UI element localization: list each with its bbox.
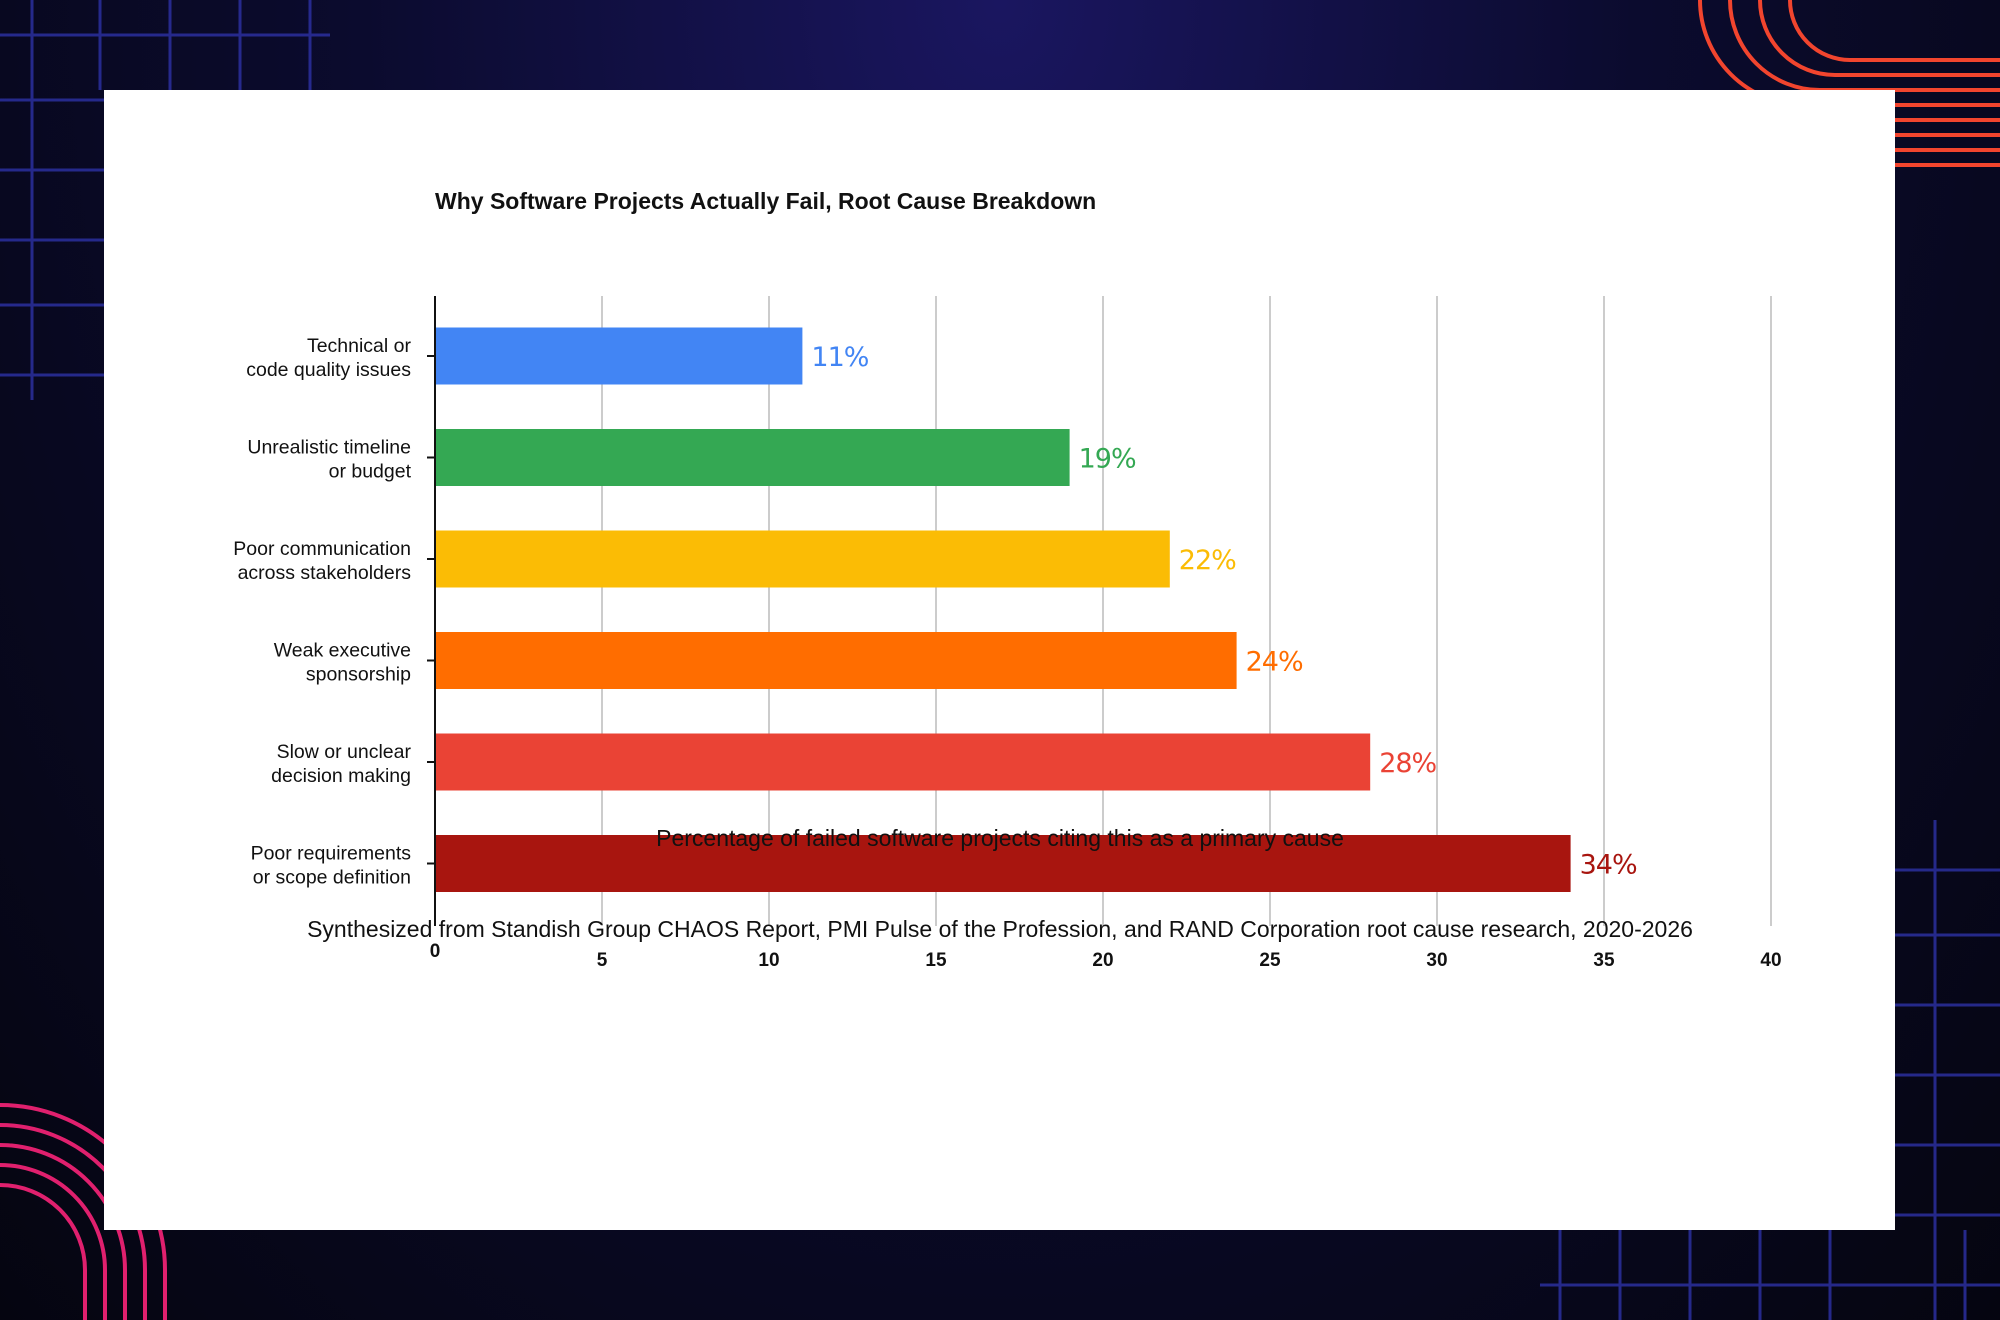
grid-pattern-bottom-right xyxy=(1540,820,2000,1320)
bar-value-label: 19% xyxy=(1079,444,1136,475)
category-label-line: Unrealistic timeline xyxy=(247,437,411,459)
bar xyxy=(435,835,1571,892)
grid-pattern-top-left xyxy=(0,0,330,400)
source-note: Synthesized from Standish Group CHAOS Re… xyxy=(307,916,1693,942)
category-label-line: code quality issues xyxy=(246,359,411,381)
bar-value-label: 28% xyxy=(1379,748,1436,779)
bar-value-label: 34% xyxy=(1580,850,1637,881)
x-tick-label: 15 xyxy=(925,950,947,971)
category-labels: Technical or code quality issues Unrealist… xyxy=(233,335,411,889)
chart-title: Why Software Projects Actually Fail, Roo… xyxy=(435,188,1096,214)
grid-lines xyxy=(601,296,1772,926)
bar-value-label: 24% xyxy=(1246,647,1303,678)
axes: 0 5 10 15 20 25 30 35 40 xyxy=(427,296,1782,971)
category-label: Weak executive sponsorship xyxy=(274,640,411,686)
x-tick-label: 20 xyxy=(1092,950,1113,971)
category-label-line: Poor requirements xyxy=(251,843,412,865)
category-label-line: or budget xyxy=(329,461,412,483)
x-tick-label: 35 xyxy=(1593,950,1615,971)
bar xyxy=(435,429,1070,486)
x-tick-label: 10 xyxy=(758,950,779,971)
category-label-line: Poor communication xyxy=(233,538,411,560)
bar xyxy=(435,530,1170,588)
category-label-line: Technical or xyxy=(307,335,412,357)
x-tick-label: 5 xyxy=(597,950,608,971)
bars: 11% 19% 22% 24% 28% 34% xyxy=(435,327,1638,892)
bar xyxy=(435,327,803,385)
category-label: Technical or code quality issues xyxy=(246,335,411,381)
category-label-line: or scope definition xyxy=(253,867,411,889)
category-label-line: across stakeholders xyxy=(238,562,412,584)
bar-value-label: 11% xyxy=(811,342,868,373)
category-label-line: sponsorship xyxy=(306,664,411,686)
x-tick-label: 30 xyxy=(1426,950,1447,971)
category-label: Slow or unclear decision making xyxy=(271,741,411,787)
bar-chart: Why Software Projects Actually Fail, Roo… xyxy=(233,188,1782,971)
x-axis-label: Percentage of failed software projects c… xyxy=(656,825,1344,851)
x-tick-label: 25 xyxy=(1259,950,1281,971)
bar xyxy=(435,733,1371,791)
chart-card: Why Software Projects Actually Fail, Roo… xyxy=(104,90,1895,1230)
category-label-line: Slow or unclear xyxy=(277,741,412,763)
category-label: Unrealistic timeline or budget xyxy=(247,437,411,483)
x-tick-label: 40 xyxy=(1760,950,1781,971)
x-tick-label: 0 xyxy=(430,941,441,962)
category-label: Poor requirements or scope definition xyxy=(251,843,412,889)
category-label-line: decision making xyxy=(271,765,411,787)
category-label-line: Weak executive xyxy=(274,640,411,662)
bar xyxy=(435,632,1237,689)
bar-value-label: 22% xyxy=(1179,545,1236,576)
category-label: Poor communication across stakeholders xyxy=(233,538,411,584)
